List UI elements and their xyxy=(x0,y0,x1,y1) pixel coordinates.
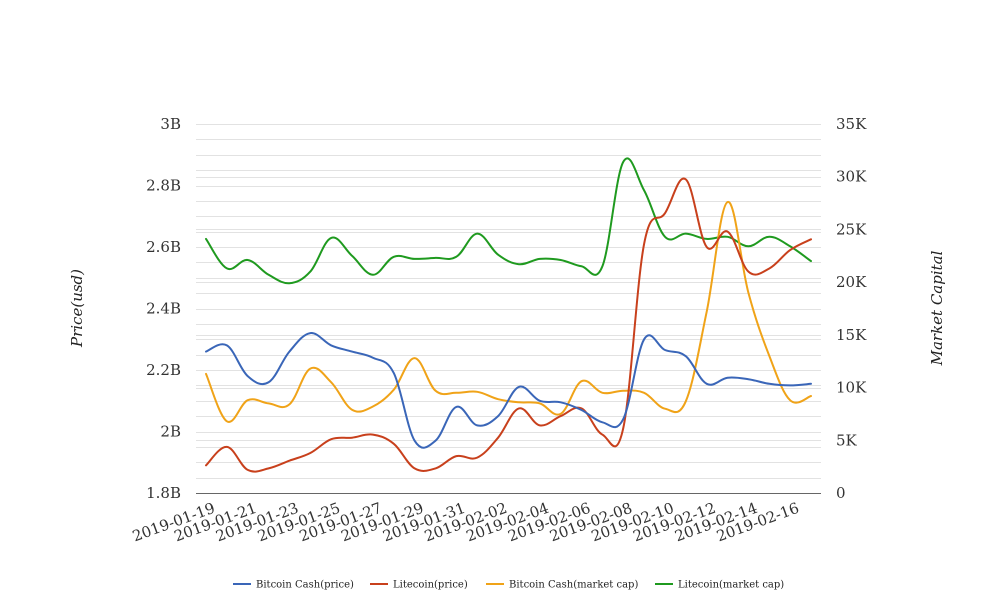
x-axis-ticks: 2019-01-192019-01-212019-01-232019-01-25… xyxy=(130,499,802,545)
right-tick-label: 15K xyxy=(836,326,867,344)
series-line-bitcoin-cash-price xyxy=(205,332,812,449)
right-axis-ticks: 0 5K 10K 15K 20K 25K 30K 35K xyxy=(836,115,867,502)
right-tick-label: 20K xyxy=(836,273,867,291)
grid-lines xyxy=(196,124,821,494)
series-line-litecoin-price xyxy=(205,177,812,473)
legend: Bitcoin Cash(price) Litecoin(price) Bitcoi… xyxy=(233,580,784,591)
left-tick-label: 3B xyxy=(160,115,181,133)
left-tick-label: 2.8B xyxy=(146,177,181,195)
legend-label: Litecoin(price) xyxy=(393,580,468,591)
left-axis-title: Price(usd) xyxy=(68,269,86,348)
right-tick-label: 25K xyxy=(836,220,867,238)
left-tick-label: 2.6B xyxy=(146,238,181,256)
right-tick-label: 10K xyxy=(836,379,867,397)
left-tick-label: 1.8B xyxy=(146,484,181,502)
legend-label: Bitcoin Cash(market cap) xyxy=(509,580,638,591)
legend-label: Litecoin(market cap) xyxy=(678,580,784,591)
right-tick-label: 35K xyxy=(836,115,867,133)
series-lines xyxy=(205,157,812,473)
left-axis-ticks: 1.8B 2B 2.2B 2.4B 2.6B 2.8B 3B xyxy=(146,115,181,502)
right-tick-label: 5K xyxy=(836,431,858,449)
right-tick-label: 0 xyxy=(836,484,846,502)
right-axis-title: Market Capital xyxy=(928,250,946,366)
legend-label: Bitcoin Cash(price) xyxy=(256,580,354,591)
right-tick-label: 30K xyxy=(836,168,867,186)
left-tick-label: 2B xyxy=(160,423,181,441)
series-line-bitcoin-cash-market-cap xyxy=(205,200,812,423)
left-tick-label: 2.2B xyxy=(146,361,181,379)
series-line-litecoin-market-cap xyxy=(205,157,812,285)
left-tick-label: 2.4B xyxy=(146,300,181,318)
